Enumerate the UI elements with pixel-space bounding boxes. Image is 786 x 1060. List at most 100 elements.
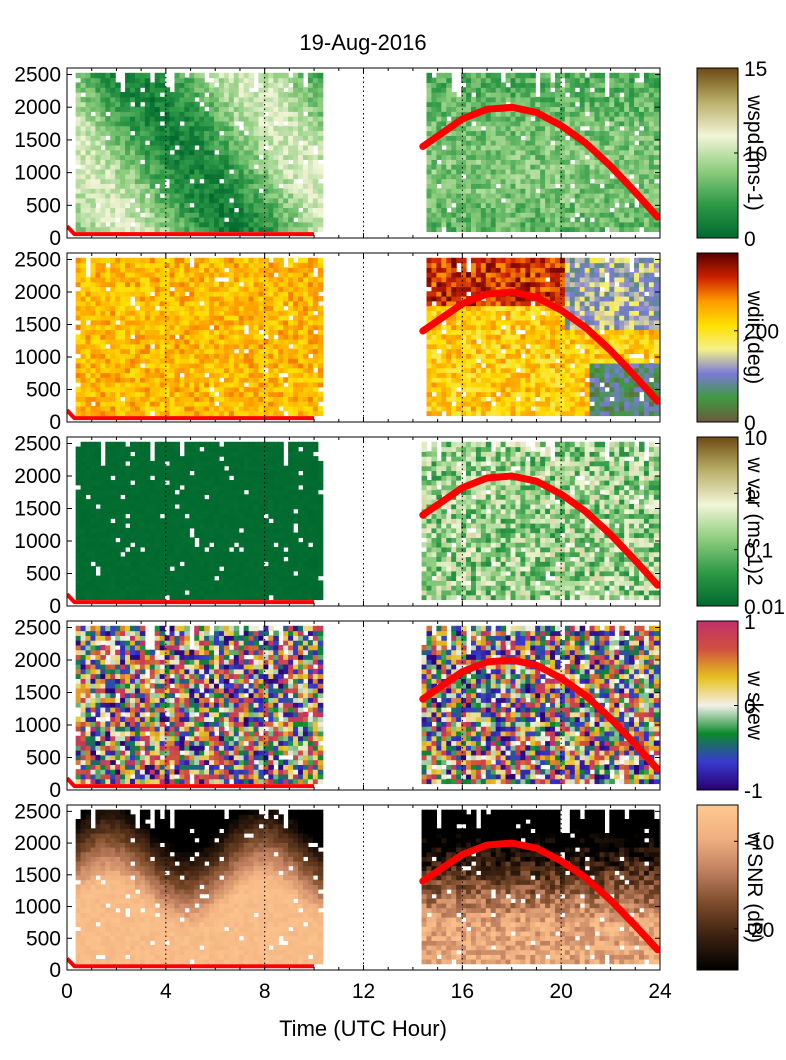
heatmap-cell [238, 82, 245, 88]
heatmap-cell [233, 106, 240, 112]
heatmap-cell [461, 291, 467, 297]
heatmap-cell [105, 82, 111, 88]
y-tick-label: 500 [26, 194, 61, 217]
heatmap-cell [307, 267, 314, 273]
heatmap-cell [238, 96, 245, 103]
heatmap-cell [273, 410, 279, 417]
heatmap-cell [80, 405, 87, 412]
heatmap-cell [194, 396, 200, 402]
heatmap-cell [470, 334, 477, 340]
heatmap-cell [584, 202, 591, 209]
heatmap-cell [85, 405, 92, 412]
heatmap-cell [461, 343, 467, 350]
heatmap-cell [125, 154, 131, 160]
heatmap-cell [144, 221, 151, 228]
heatmap-cell [125, 272, 131, 278]
heatmap-cell [495, 154, 502, 160]
heatmap-cell [569, 168, 576, 175]
heatmap-cell [302, 140, 309, 146]
heatmap-cell [243, 87, 250, 93]
heatmap-cell [100, 116, 106, 122]
heatmap-cell [475, 101, 482, 108]
heatmap-cell [164, 226, 171, 233]
heatmap-cell [307, 257, 314, 264]
heatmap-cell [451, 324, 457, 331]
heatmap-cell [451, 144, 457, 151]
heatmap-cell [134, 87, 141, 93]
heatmap-cell [120, 135, 126, 141]
heatmap-cell [307, 120, 314, 127]
heatmap-cell [431, 410, 437, 417]
heatmap-cell [209, 144, 215, 151]
heatmap-cell [80, 291, 87, 297]
heatmap-cell [164, 135, 171, 141]
heatmap-cell [85, 120, 92, 127]
heatmap-cell [268, 207, 274, 213]
heatmap-cell [614, 140, 620, 146]
heatmap-cell [456, 193, 462, 199]
heatmap-cell [495, 111, 502, 117]
heatmap-cell [105, 329, 111, 335]
heatmap-cell [268, 188, 274, 194]
heatmap-cell [451, 135, 457, 141]
heatmap-cell [85, 372, 92, 378]
heatmap-cell [223, 111, 230, 117]
heatmap-cell [95, 87, 101, 93]
heatmap-cell [278, 87, 284, 93]
heatmap-cell [115, 197, 121, 204]
heatmap-cell [288, 310, 294, 316]
heatmap-cell [500, 101, 507, 108]
heatmap-cell [125, 72, 131, 79]
heatmap-cell [233, 386, 240, 393]
heatmap-cell [139, 135, 146, 141]
heatmap-cell [253, 358, 260, 364]
heatmap-cell [293, 377, 299, 383]
heatmap-cell [214, 262, 220, 268]
heatmap-cell [293, 77, 299, 84]
heatmap-cell [554, 140, 561, 146]
heatmap-cell [115, 149, 121, 156]
heatmap-cell [302, 212, 309, 218]
heatmap-cell [317, 188, 324, 194]
heatmap-cell [461, 257, 467, 264]
heatmap-cell [253, 140, 260, 146]
heatmap-cell [75, 193, 82, 199]
heatmap-cell [535, 193, 541, 199]
y-tick-label: 0 [49, 227, 61, 250]
heatmap-cell [189, 386, 195, 393]
heatmap-cell [149, 339, 156, 345]
heatmap-cell [441, 343, 447, 350]
heatmap-cell [559, 101, 566, 108]
heatmap-cell [248, 217, 255, 223]
heatmap-cell [619, 212, 625, 218]
heatmap-cell [466, 334, 472, 340]
heatmap-cell [461, 120, 467, 127]
heatmap-cell [139, 377, 146, 383]
heatmap-cell [574, 154, 581, 160]
heatmap-cell [258, 291, 265, 297]
heatmap-cell [248, 149, 255, 156]
heatmap-cell [223, 159, 230, 165]
heatmap-cell [115, 343, 121, 350]
heatmap-cell [451, 116, 457, 122]
heatmap-cell [243, 116, 250, 122]
heatmap-cell [194, 386, 200, 393]
heatmap-cell [579, 96, 586, 103]
heatmap-cell [233, 291, 240, 297]
heatmap-cell [312, 353, 319, 359]
heatmap-cell [634, 173, 640, 180]
heatmap-cell [451, 168, 457, 175]
heatmap-cell [530, 72, 536, 79]
heatmap-cell [466, 353, 472, 359]
heatmap-cell [144, 305, 151, 311]
heatmap-cell [307, 281, 314, 288]
heatmap-cell [515, 96, 521, 103]
heatmap-cell [268, 173, 274, 180]
heatmap-cell [218, 202, 225, 209]
heatmap-cell [90, 410, 97, 417]
heatmap-cell [550, 82, 556, 88]
heatmap-cell [159, 391, 166, 397]
heatmap-cell [540, 197, 546, 204]
heatmap-cell [105, 178, 111, 184]
